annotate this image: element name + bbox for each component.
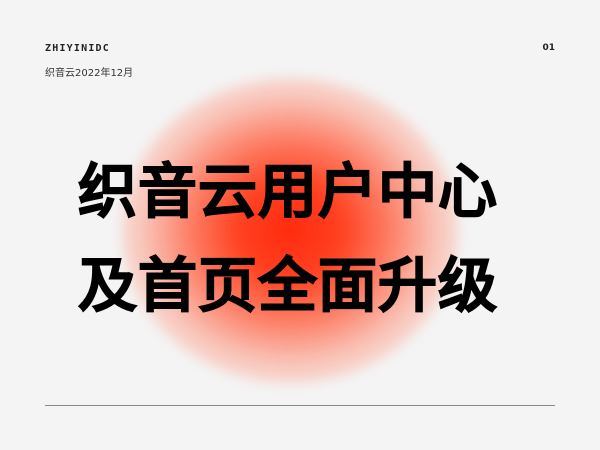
- headline-line-2: 及首页全面升级: [77, 250, 499, 320]
- headline-line-1: 织音云用户中心: [77, 156, 499, 226]
- red-gradient-glow: [122, 78, 458, 383]
- date-label: 织音云2022年12月: [45, 68, 134, 79]
- brand-name: ZHIYINIDC: [45, 43, 110, 54]
- page-number: 01: [542, 43, 555, 53]
- bottom-divider: [45, 405, 555, 406]
- headline: 织音云用户中心 及首页全面升级: [77, 145, 548, 333]
